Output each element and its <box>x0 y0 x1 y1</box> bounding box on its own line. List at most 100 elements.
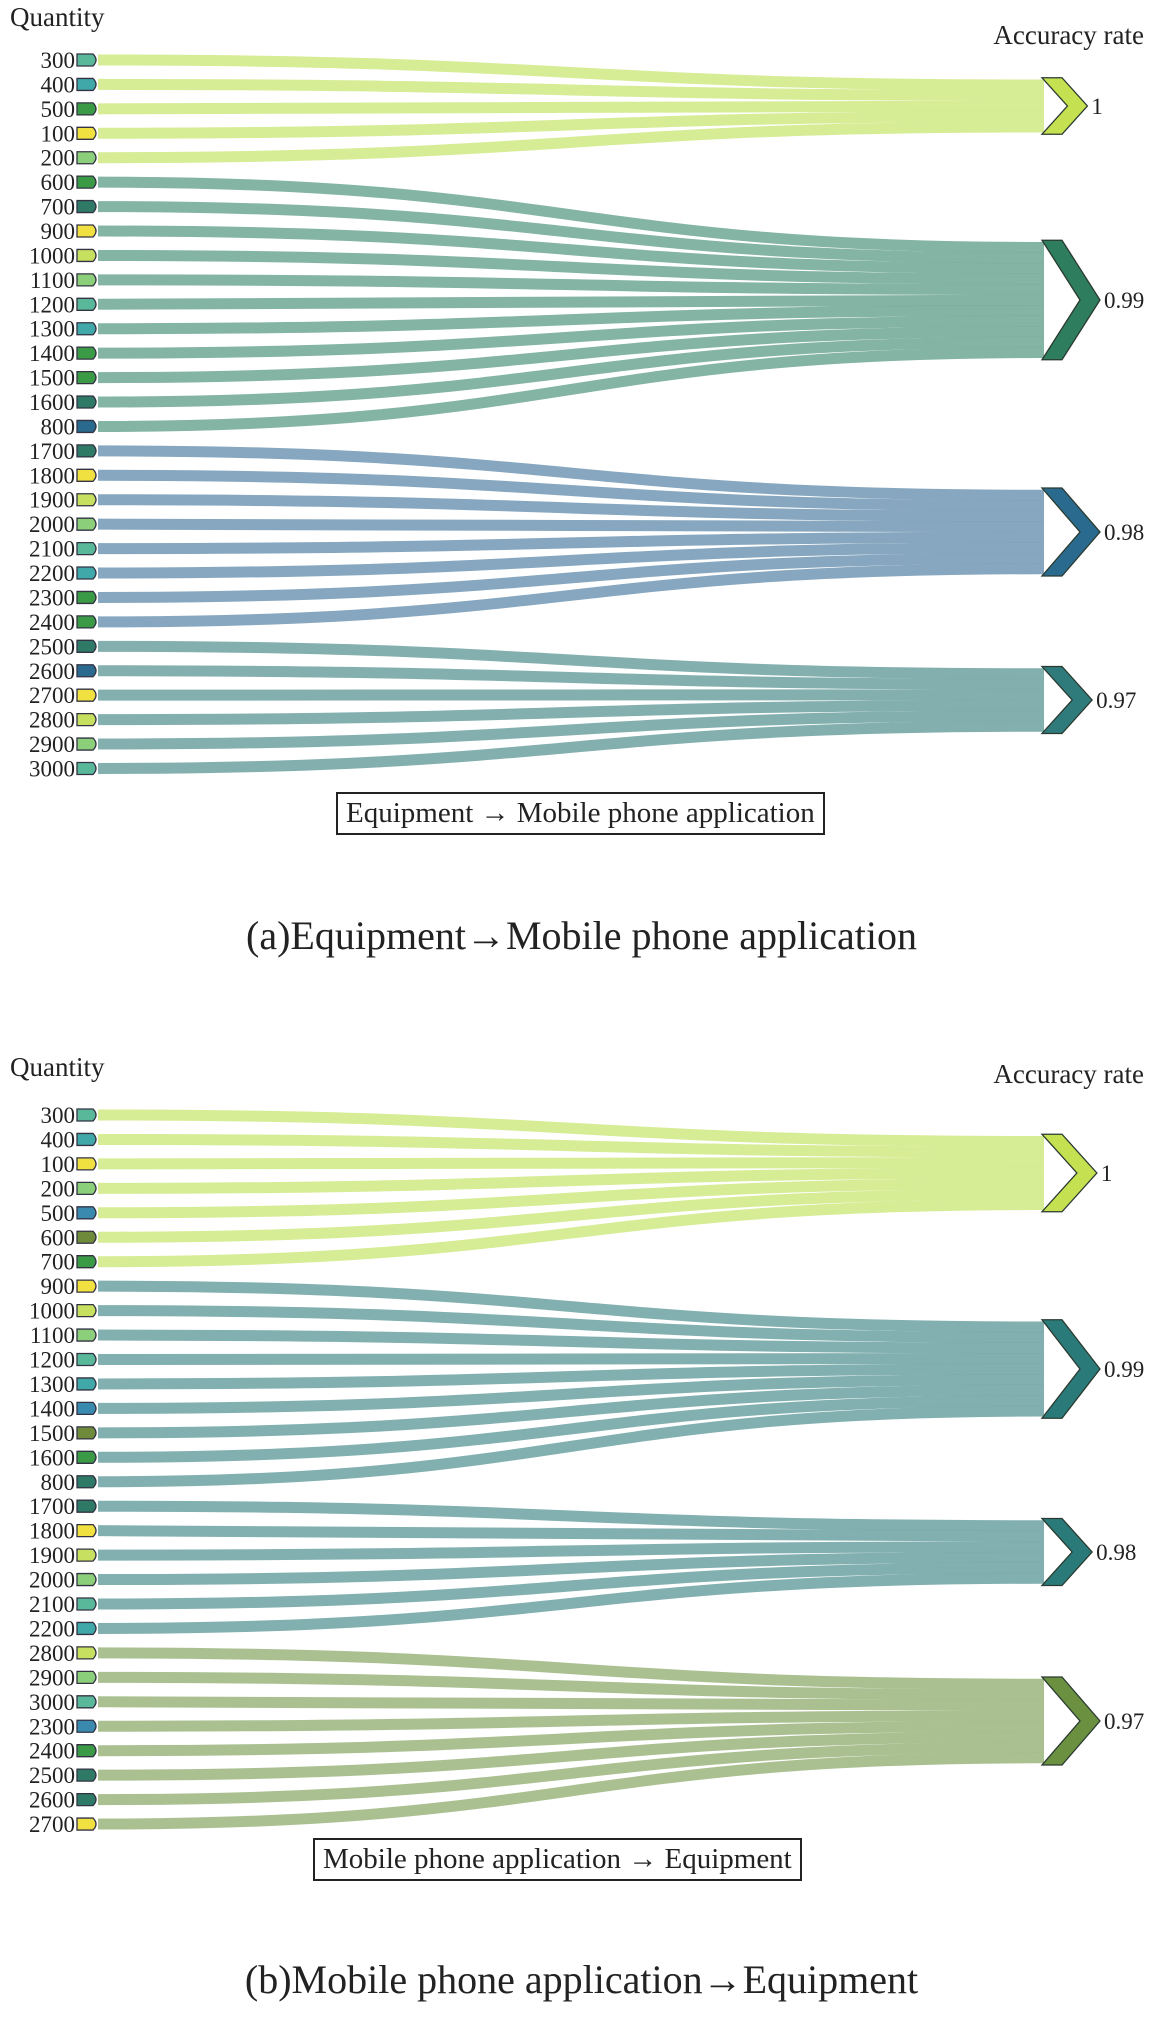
source-label: 1700 <box>29 1494 75 1519</box>
link-2700-to-0.97 <box>97 1752 1045 1830</box>
source-node-300 <box>76 53 97 67</box>
source-label: 300 <box>41 48 76 73</box>
target-node-0.98 <box>1040 1517 1094 1587</box>
source-node-1600 <box>76 1450 97 1464</box>
source-label: 200 <box>41 1176 76 1201</box>
source-node-600 <box>76 1230 97 1244</box>
source-label: 1000 <box>29 1299 75 1324</box>
source-label: 2100 <box>29 1592 75 1617</box>
link-1800-to-0.98 <box>97 1525 1045 1542</box>
target-node-0.99 <box>1040 239 1101 361</box>
link-2400-to-0.97 <box>97 1720 1045 1757</box>
link-1400-to-0.99 <box>97 315 1045 359</box>
link-1100-to-0.99 <box>97 1329 1045 1354</box>
source-label: 300 <box>41 1103 76 1128</box>
link-2500-to-0.97 <box>97 640 1045 680</box>
source-node-1200 <box>76 1352 97 1367</box>
source-label: 2800 <box>29 708 75 733</box>
target-label: 0.97 <box>1104 1709 1144 1734</box>
link-100-to-1 <box>97 1157 1045 1170</box>
link-2200-to-0.98 <box>97 542 1045 579</box>
source-node-1100 <box>76 273 97 287</box>
link-500-to-1 <box>97 100 1045 115</box>
source-node-1300 <box>76 1377 97 1391</box>
link-700-to-1 <box>97 1199 1045 1268</box>
link-1900-to-0.98 <box>97 494 1045 522</box>
source-label: 1800 <box>29 1519 75 1544</box>
link-2200-to-0.98 <box>97 1572 1045 1634</box>
link-1300-to-0.99 <box>97 1363 1045 1390</box>
source-node-400 <box>76 1132 97 1147</box>
link-400-to-1 <box>97 78 1045 101</box>
link-1500-to-0.99 <box>97 326 1045 384</box>
link-1900-to-0.98 <box>97 1541 1045 1561</box>
source-label: 200 <box>41 146 76 171</box>
source-node-2900 <box>76 737 97 751</box>
source-node-2500 <box>76 1768 97 1782</box>
source-node-800 <box>76 419 97 434</box>
link-2100-to-0.98 <box>97 531 1045 555</box>
source-node-2000 <box>76 1572 97 1587</box>
source-node-2200 <box>76 566 97 580</box>
link-2300-to-0.97 <box>97 1710 1045 1732</box>
source-node-2100 <box>76 541 97 556</box>
source-label: 2900 <box>29 732 75 757</box>
source-node-2600 <box>76 664 97 678</box>
source-label: 1000 <box>29 243 75 268</box>
link-800-to-0.99 <box>97 347 1045 432</box>
source-node-200 <box>76 151 97 165</box>
source-node-1000 <box>76 248 97 263</box>
link-2900-to-0.97 <box>97 1671 1045 1701</box>
source-label: 500 <box>41 97 76 122</box>
link-1200-to-0.99 <box>97 1353 1045 1365</box>
source-node-100 <box>76 1157 97 1171</box>
source-label: 100 <box>41 121 76 146</box>
source-label: 2100 <box>29 537 75 562</box>
target-label: 0.99 <box>1104 1357 1144 1382</box>
source-label: 600 <box>41 170 76 195</box>
link-300-to-1 <box>97 54 1045 91</box>
source-node-2600 <box>76 1792 97 1807</box>
link-2000-to-0.98 <box>97 1551 1045 1586</box>
source-label: 1900 <box>29 488 75 513</box>
source-node-1400 <box>76 1401 97 1416</box>
source-label: 2500 <box>29 634 75 659</box>
caption-b: (b)Mobile phone application→Equipment <box>244 1957 919 2002</box>
link-700-to-0.99 <box>97 201 1045 264</box>
source-label: 2200 <box>29 1616 75 1641</box>
source-node-2900 <box>76 1670 97 1684</box>
links <box>97 54 1045 774</box>
source-node-600 <box>76 175 97 189</box>
source-label: 1100 <box>30 1323 75 1348</box>
source-node-2400 <box>76 1744 97 1758</box>
source-label: 2700 <box>29 1812 75 1837</box>
source-node-1800 <box>76 468 97 482</box>
link-500-to-1 <box>97 1178 1045 1219</box>
source-label: 700 <box>41 1250 76 1275</box>
source-node-2300 <box>76 590 97 605</box>
link-1800-to-0.98 <box>97 469 1045 512</box>
link-2800-to-0.97 <box>97 1647 1045 1690</box>
link-2500-to-0.97 <box>97 1731 1045 1781</box>
link-900-to-0.99 <box>97 225 1045 274</box>
source-node-3000 <box>76 761 97 776</box>
source-node-2200 <box>76 1621 97 1636</box>
target-axis-title: Accuracy rate <box>993 20 1144 50</box>
target-node-0.99 <box>1040 1319 1101 1419</box>
source-label: 2500 <box>29 1763 75 1788</box>
source-node-2800 <box>76 1646 97 1660</box>
link-1000-to-0.99 <box>97 1305 1045 1343</box>
source-node-100 <box>76 126 97 140</box>
target-label: 0.98 <box>1096 1540 1136 1565</box>
source-node-2700 <box>76 1817 97 1831</box>
source-axis-title: Quantity <box>10 2 105 32</box>
source-node-700 <box>76 1255 97 1269</box>
source-node-2400 <box>76 615 97 629</box>
source-label: 1500 <box>29 1421 75 1446</box>
source-label: 800 <box>41 414 76 439</box>
source-node-900 <box>76 1279 97 1293</box>
target-node-0.97 <box>1040 665 1094 735</box>
source-label: 1100 <box>30 268 75 293</box>
source-label: 800 <box>41 1470 76 1495</box>
legend-box-a: Equipment → Mobile phone application <box>336 792 825 835</box>
